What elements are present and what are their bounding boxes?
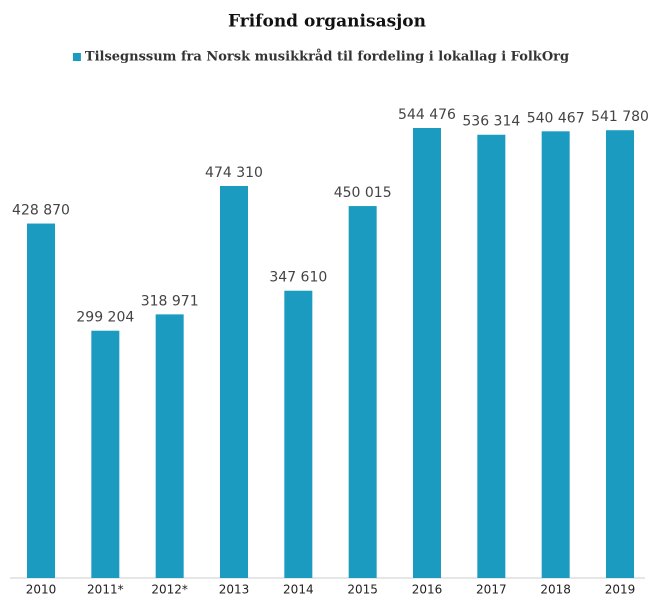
x-tick-label: 2016 — [412, 583, 443, 597]
legend-label: Tilsegnssum fra Norsk musikkråd til ford… — [85, 49, 569, 65]
bar — [606, 130, 634, 578]
x-tick-label: 2019 — [605, 583, 636, 597]
bar — [91, 330, 120, 578]
bar — [284, 290, 313, 578]
chart-title: Frifond organisasjon — [228, 12, 426, 32]
x-tick-label: 2013 — [219, 583, 250, 597]
bar — [541, 131, 570, 579]
bar — [27, 223, 55, 578]
x-tick-label: 2015 — [347, 583, 378, 597]
value-label: 428 870 — [12, 203, 70, 219]
x-tick-label: 2017 — [476, 583, 507, 597]
legend-swatch — [72, 53, 81, 61]
x-tick-label: 2012* — [151, 583, 188, 597]
value-label: 544 476 — [398, 107, 456, 123]
bar — [348, 206, 377, 579]
x-tick-label: 2011* — [87, 583, 124, 597]
bar — [477, 134, 506, 578]
bar — [220, 185, 248, 579]
value-label: 450 015 — [334, 185, 392, 201]
x-tick-label: 2010 — [26, 583, 57, 597]
value-label: 347 610 — [269, 270, 327, 286]
value-label: 299 204 — [76, 310, 134, 326]
x-tick-label: 2018 — [540, 583, 571, 597]
value-label: 541 780 — [591, 109, 649, 125]
value-label: 474 310 — [205, 165, 263, 181]
bar — [413, 128, 441, 578]
x-tick-label: 2014 — [283, 583, 314, 597]
bar — [155, 314, 184, 578]
value-label: 536 314 — [462, 114, 520, 130]
value-label: 318 971 — [141, 293, 199, 309]
value-label: 540 467 — [527, 110, 585, 126]
